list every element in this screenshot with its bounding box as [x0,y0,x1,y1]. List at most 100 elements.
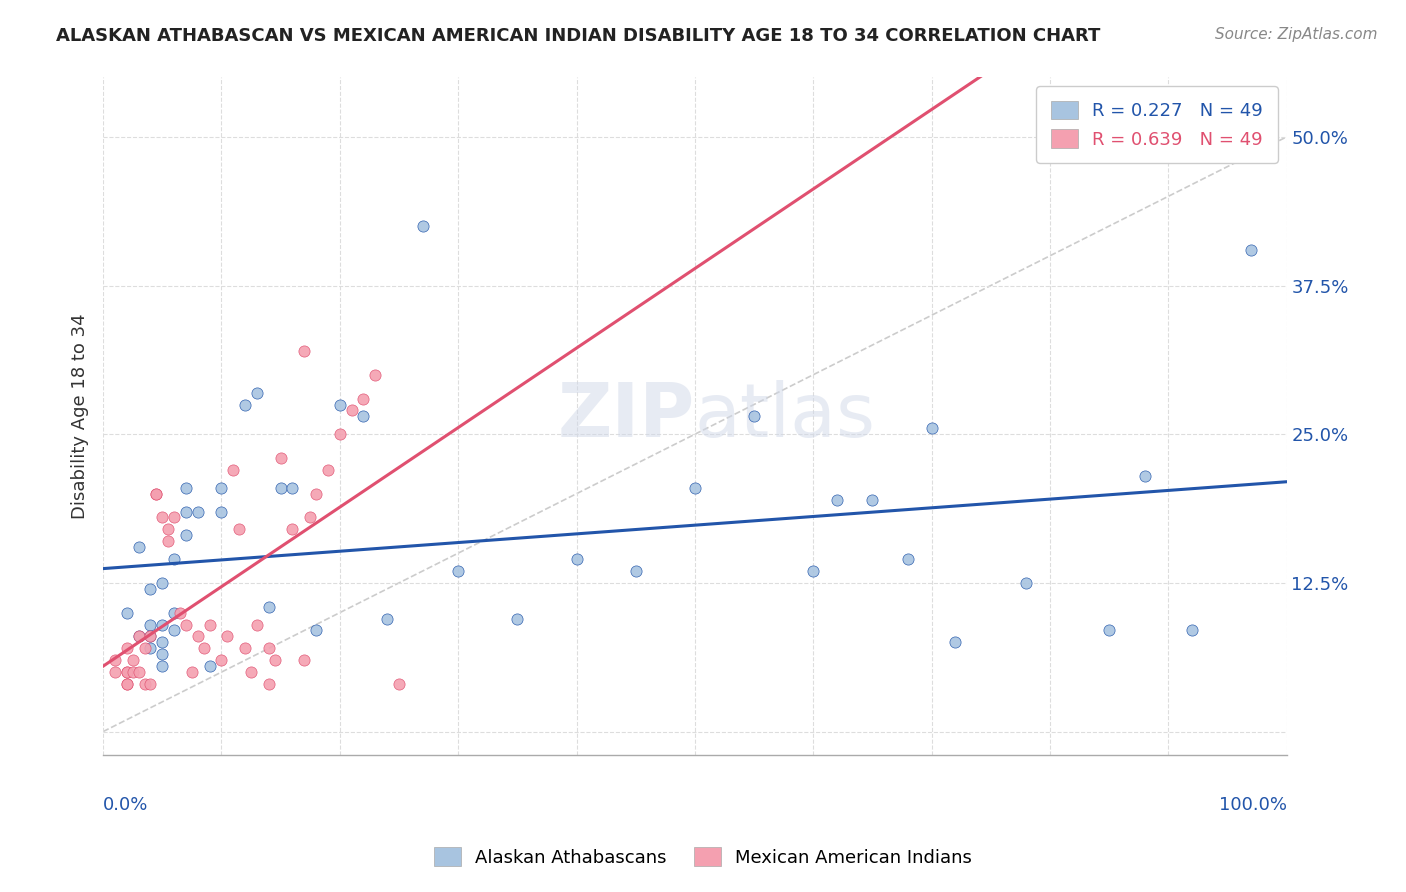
Point [353,392,375,406]
Point [139,629,162,643]
Point [187,504,209,518]
Point [329,427,352,442]
Point [240,665,263,679]
Point [174,617,197,632]
Text: 0.0%: 0.0% [103,796,149,814]
Point [121,653,143,667]
Point [150,647,173,661]
Point [565,552,588,566]
Point [211,504,233,518]
Point [115,677,138,691]
Point [139,629,162,643]
Point [150,659,173,673]
Point [825,492,848,507]
Point [897,552,920,566]
Point [801,564,824,578]
Point [364,368,387,382]
Point [217,629,239,643]
Point [299,510,322,524]
Point [198,659,221,673]
Point [174,481,197,495]
Text: ZIP: ZIP [558,380,695,453]
Point [860,492,883,507]
Point [198,617,221,632]
Point [150,617,173,632]
Point [134,677,156,691]
Point [292,653,315,667]
Point [281,522,304,536]
Point [246,617,269,632]
Text: Source: ZipAtlas.com: Source: ZipAtlas.com [1215,27,1378,42]
Point [211,481,233,495]
Point [115,665,138,679]
Point [139,641,162,656]
Text: 100.0%: 100.0% [1219,796,1286,814]
Point [624,564,647,578]
Point [115,677,138,691]
Point [270,450,292,465]
Point [115,665,138,679]
Point [115,606,138,620]
Point [353,409,375,424]
Point [222,463,245,477]
Point [150,575,173,590]
Legend: Alaskan Athabascans, Mexican American Indians: Alaskan Athabascans, Mexican American In… [426,840,980,874]
Point [257,677,280,691]
Point [180,665,202,679]
Point [1098,624,1121,638]
Point [104,653,127,667]
Point [193,641,215,656]
Point [139,617,162,632]
Point [375,611,398,625]
Point [1181,624,1204,638]
Point [506,611,529,625]
Point [150,510,173,524]
Point [233,641,256,656]
Point [1015,575,1038,590]
Point [233,397,256,411]
Point [128,629,150,643]
Text: atlas: atlas [695,380,876,453]
Point [305,486,328,500]
Point [174,528,197,542]
Point [128,665,150,679]
Point [305,624,328,638]
Point [447,564,470,578]
Point [1133,468,1156,483]
Point [329,397,352,411]
Point [257,641,280,656]
Point [150,635,173,649]
Point [281,481,304,495]
Point [128,629,150,643]
Point [921,421,943,435]
Point [163,606,186,620]
Point [943,635,966,649]
Point [1240,243,1263,257]
Point [163,624,186,638]
Point [134,641,156,656]
Point [270,481,292,495]
Point [316,463,339,477]
Point [121,665,143,679]
Point [157,522,180,536]
Point [174,504,197,518]
Legend: R = 0.227   N = 49, R = 0.639   N = 49: R = 0.227 N = 49, R = 0.639 N = 49 [1036,87,1278,163]
Point [263,653,285,667]
Point [412,219,434,233]
Point [128,540,150,554]
Y-axis label: Disability Age 18 to 34: Disability Age 18 to 34 [72,314,89,519]
Point [340,403,363,417]
Point [388,677,411,691]
Point [139,677,162,691]
Point [246,385,269,400]
Point [157,534,180,549]
Point [683,481,706,495]
Point [292,343,315,358]
Point [257,599,280,614]
Point [228,522,250,536]
Point [145,486,167,500]
Point [145,486,167,500]
Point [742,409,765,424]
Point [163,552,186,566]
Point [187,629,209,643]
